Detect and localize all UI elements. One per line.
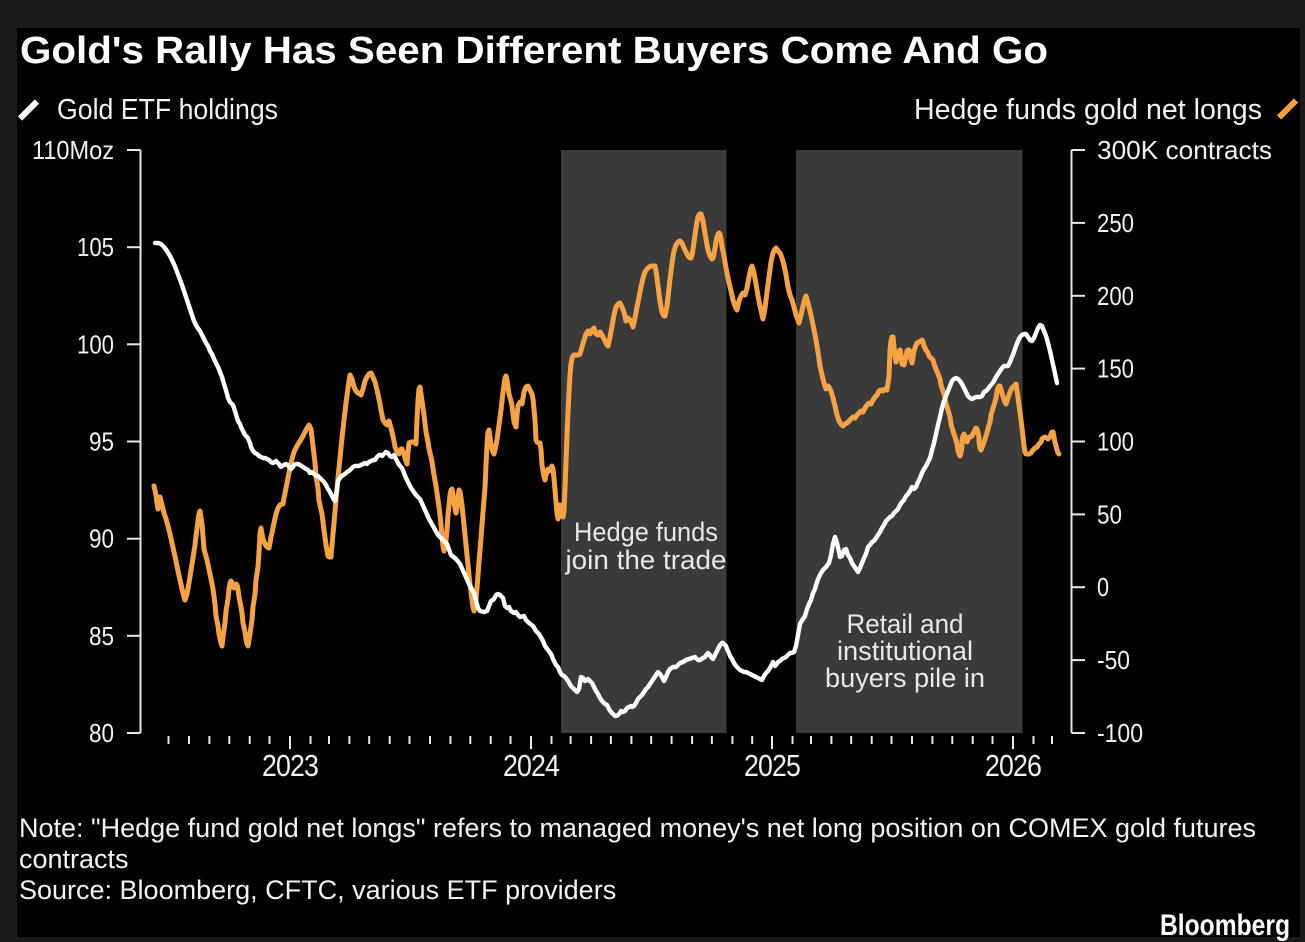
- svg-text:0: 0: [1097, 572, 1109, 602]
- svg-text:Retail and: Retail and: [847, 609, 964, 639]
- svg-text:300K contracts: 300K contracts: [1097, 135, 1272, 165]
- svg-text:-100: -100: [1097, 718, 1143, 748]
- svg-text:2024: 2024: [503, 748, 560, 783]
- svg-text:110Moz: 110Moz: [32, 135, 114, 165]
- svg-text:2026: 2026: [985, 748, 1041, 783]
- svg-text:105: 105: [77, 232, 114, 262]
- svg-text:95: 95: [89, 427, 114, 457]
- svg-text:80: 80: [89, 718, 114, 748]
- svg-text:contracts: contracts: [19, 844, 129, 874]
- svg-text:join the trade: join the trade: [564, 545, 726, 575]
- svg-text:85: 85: [89, 621, 114, 651]
- svg-text:90: 90: [89, 524, 114, 554]
- svg-text:2025: 2025: [744, 748, 800, 783]
- svg-text:buyers pile in: buyers pile in: [825, 663, 985, 693]
- svg-text:Note: "Hedge fund gold net lon: Note: "Hedge fund gold net longs" refers…: [19, 813, 1256, 843]
- svg-text:200: 200: [1097, 281, 1134, 311]
- svg-text:2023: 2023: [262, 748, 318, 783]
- svg-text:250: 250: [1097, 208, 1134, 238]
- svg-text:Gold's Rally Has Seen Differen: Gold's Rally Has Seen Different Buyers C…: [20, 30, 1048, 72]
- svg-text:Gold ETF holdings: Gold ETF holdings: [57, 94, 278, 126]
- svg-text:-50: -50: [1097, 645, 1130, 675]
- svg-text:Bloomberg: Bloomberg: [1160, 909, 1290, 942]
- svg-text:100: 100: [77, 329, 114, 359]
- svg-text:institutional: institutional: [837, 636, 973, 666]
- svg-text:Source: Bloomberg, CFTC, vario: Source: Bloomberg, CFTC, various ETF pro…: [19, 875, 616, 905]
- svg-text:Hedge funds: Hedge funds: [574, 517, 718, 547]
- svg-text:Hedge funds gold net longs: Hedge funds gold net longs: [914, 94, 1262, 126]
- svg-text:100: 100: [1097, 427, 1134, 457]
- svg-text:50: 50: [1097, 499, 1122, 529]
- svg-text:150: 150: [1097, 354, 1134, 384]
